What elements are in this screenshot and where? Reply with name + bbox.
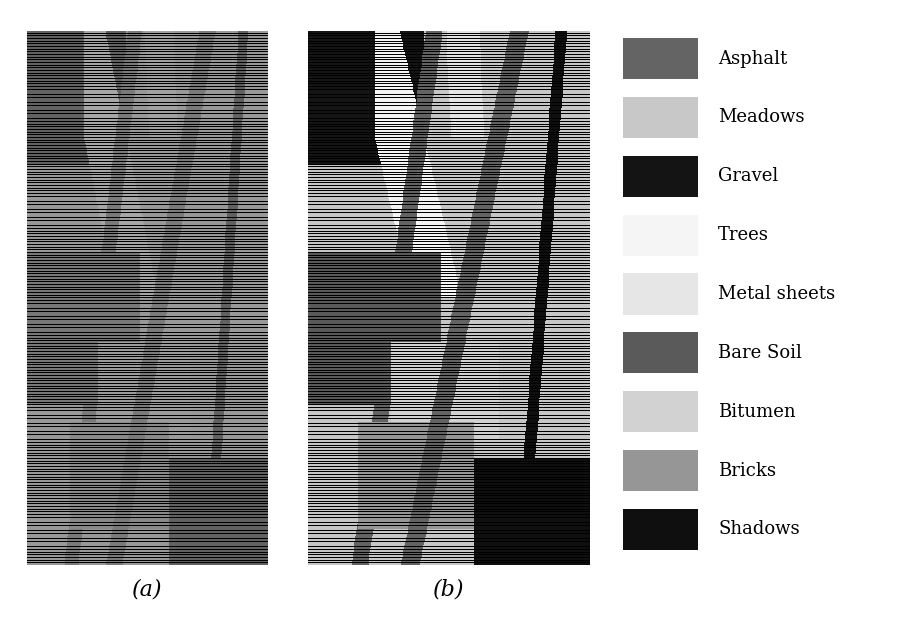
Text: (b): (b) bbox=[434, 579, 464, 601]
Bar bbox=[622, 509, 698, 550]
Text: (a): (a) bbox=[132, 579, 162, 601]
Bar bbox=[622, 332, 698, 373]
Bar bbox=[622, 273, 698, 315]
Text: Shadows: Shadows bbox=[718, 520, 800, 538]
Text: Metal sheets: Metal sheets bbox=[718, 285, 835, 303]
Text: Bricks: Bricks bbox=[718, 461, 776, 479]
Text: Trees: Trees bbox=[718, 226, 769, 244]
Bar bbox=[622, 391, 698, 432]
Text: Gravel: Gravel bbox=[718, 167, 778, 185]
Text: Bare Soil: Bare Soil bbox=[718, 344, 802, 362]
Bar bbox=[622, 156, 698, 197]
Text: Bitumen: Bitumen bbox=[718, 402, 796, 420]
Bar bbox=[622, 215, 698, 256]
Text: Asphalt: Asphalt bbox=[718, 50, 787, 68]
Text: Meadows: Meadows bbox=[718, 109, 805, 127]
Bar bbox=[622, 450, 698, 491]
Bar bbox=[622, 97, 698, 138]
Bar bbox=[622, 38, 698, 79]
